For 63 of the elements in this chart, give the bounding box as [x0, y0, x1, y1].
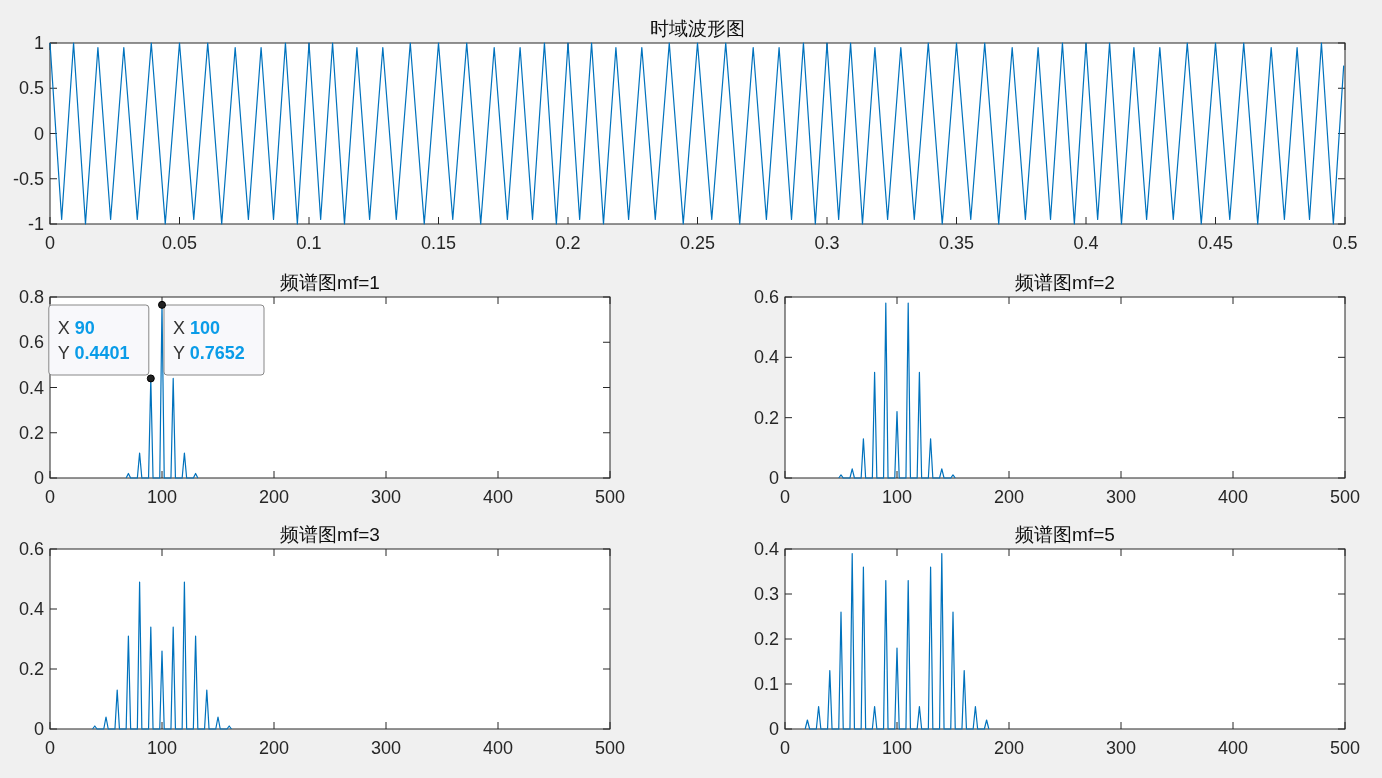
- x-tick-label: 0.25: [679, 233, 716, 253]
- y-tick-label: 0.2: [18, 659, 44, 679]
- x-tick-label: 0.35: [938, 233, 975, 253]
- y-tick-label: 0.2: [753, 629, 779, 649]
- x-tick-label: 500: [1329, 487, 1361, 507]
- x-tick-label: 300: [1105, 487, 1137, 507]
- x-tick-label: 0.2: [555, 233, 581, 253]
- x-tick-label: 0.15: [420, 233, 457, 253]
- y-tick-label: 0: [33, 719, 44, 739]
- x-tick-label: 400: [1217, 487, 1249, 507]
- y-tick-label: 0.8: [18, 287, 44, 307]
- y-tick-label: 0: [768, 719, 779, 739]
- x-tick-label: 0.05: [161, 233, 198, 253]
- y-tick-label: -1: [27, 214, 44, 234]
- y-tick-label: 0: [33, 123, 44, 144]
- y-tick-label: 0.4: [753, 347, 779, 368]
- x-tick-label: 200: [258, 738, 290, 758]
- chart-title: 频谱图mf=3: [280, 524, 380, 545]
- y-tick-label: 0.6: [18, 539, 44, 559]
- annotation: X 90 Y 0.4401: [57, 318, 130, 363]
- x-tick-label: 0.1: [296, 233, 322, 253]
- y-tick-label: 0: [768, 468, 779, 488]
- line-series: [804, 552, 990, 730]
- y-tick-label: 0.6: [18, 332, 44, 353]
- y-tick-label: 0.4: [753, 539, 779, 559]
- x-tick-label: 300: [1105, 738, 1137, 758]
- x-tick-label: 100: [881, 487, 913, 507]
- y-tick-label: 0.3: [753, 584, 779, 604]
- annotation: X 100 Y 0.7652: [173, 318, 245, 363]
- y-tick-label: 0.2: [18, 422, 44, 443]
- x-tick-label: 100: [881, 738, 913, 758]
- x-tick-label: 100: [146, 487, 178, 507]
- x-tick-label: 400: [482, 487, 514, 507]
- line-series: [838, 302, 956, 479]
- chart-title: 频谱图mf=5: [1015, 524, 1115, 545]
- x-tick-label: 200: [993, 487, 1025, 507]
- y-tick-label: 0.4: [18, 599, 44, 619]
- y-tick-label: 0.1: [753, 674, 779, 694]
- chart-title: 频谱图mf=2: [1015, 272, 1115, 293]
- x-tick-label: 500: [1329, 738, 1361, 758]
- line-series: [91, 581, 233, 730]
- x-tick-label: 0.45: [1197, 233, 1234, 253]
- x-tick-label: 0.3: [814, 233, 840, 253]
- x-tick-label: 100: [146, 738, 178, 758]
- y-tick-label: 1: [33, 33, 44, 53]
- x-tick-label: 400: [482, 738, 514, 758]
- y-tick-label: 0.5: [18, 78, 44, 99]
- x-tick-label: 0.4: [1073, 233, 1099, 253]
- y-tick-label: 0: [33, 468, 44, 488]
- y-tick-label: 0.4: [18, 377, 44, 398]
- y-tick-label: 0.2: [753, 407, 779, 428]
- chart-title: 频谱图mf=1: [280, 272, 380, 293]
- x-tick-label: 0.5: [1332, 233, 1358, 253]
- y-tick-label: 0.6: [753, 287, 779, 307]
- x-tick-label: 200: [993, 738, 1025, 758]
- y-tick-label: -0.5: [12, 168, 44, 189]
- x-tick-label: 500: [594, 738, 626, 758]
- x-tick-label: 500: [594, 487, 626, 507]
- x-tick-label: 300: [370, 738, 402, 758]
- chart-title: 时域波形图: [650, 18, 745, 39]
- x-tick-label: 200: [258, 487, 290, 507]
- x-tick-label: 300: [370, 487, 402, 507]
- x-tick-label: 400: [1217, 738, 1249, 758]
